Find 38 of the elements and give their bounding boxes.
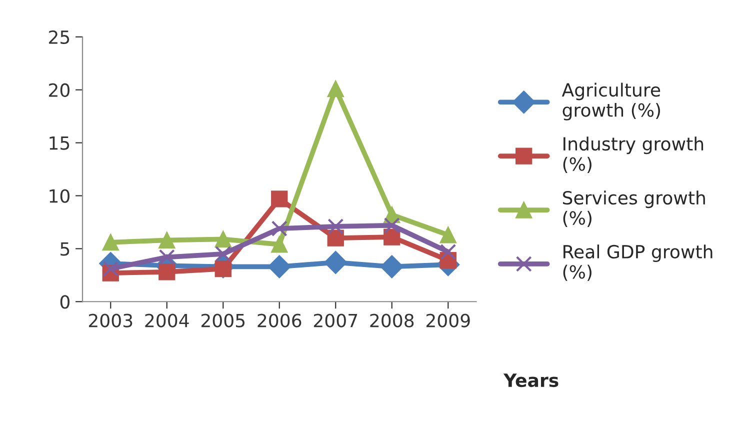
- x-tick-label: 2008: [370, 314, 414, 328]
- y-tick-label: 15: [50, 136, 70, 150]
- point: [440, 244, 456, 260]
- point: [327, 230, 344, 246]
- y-tick-label: 5: [60, 242, 70, 256]
- point: [380, 255, 404, 278]
- point: [271, 220, 288, 237]
- point: [440, 226, 456, 244]
- y-tick-label: 0: [60, 295, 70, 309]
- x-tick-label: 2007: [314, 314, 358, 328]
- point: [384, 217, 400, 234]
- point: [384, 228, 400, 246]
- y-tick-label: 25: [49, 30, 70, 44]
- legend-label: Real GDP growth (%): [563, 244, 712, 281]
- legend-label: Services growth (%): [562, 190, 705, 227]
- x-tick-label: 2005: [201, 314, 245, 328]
- point: [328, 218, 344, 234]
- point: [102, 234, 119, 251]
- x-tick-label: 2006: [258, 314, 302, 328]
- legend-label: Industry growth (%): [563, 136, 704, 173]
- point: [271, 236, 288, 253]
- legend-label: Agriculture growth (%): [562, 82, 660, 120]
- point: [215, 246, 232, 262]
- x-axis-title: Years: [503, 374, 558, 388]
- y-tick-label: 20: [49, 83, 70, 97]
- point: [271, 190, 288, 208]
- x-tick-label: 2003: [88, 314, 132, 328]
- point: [158, 264, 176, 280]
- point: [158, 232, 176, 249]
- x-tick-label: 2004: [145, 314, 189, 328]
- point: [214, 230, 232, 248]
- y-tick-label: 10: [50, 189, 70, 203]
- point: [102, 260, 119, 277]
- point: [268, 255, 291, 278]
- point: [158, 249, 175, 266]
- point: [327, 80, 344, 98]
- point: [324, 250, 348, 274]
- x-tick-label: 2009: [426, 314, 470, 328]
